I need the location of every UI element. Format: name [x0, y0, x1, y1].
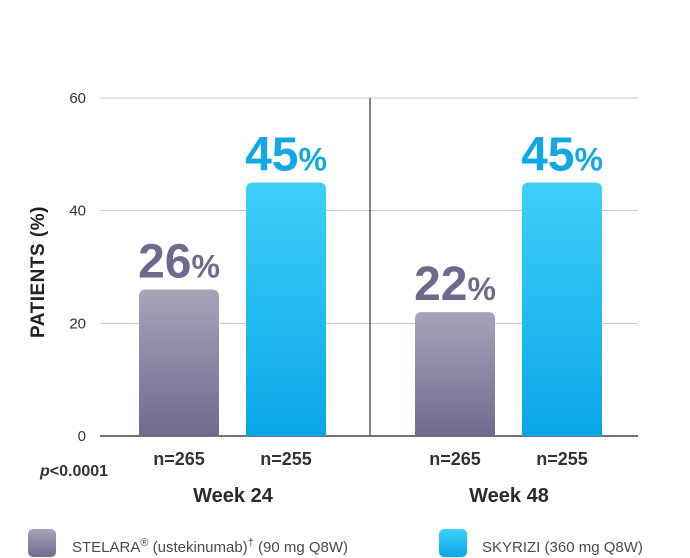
- data-label: 45%: [521, 129, 603, 182]
- n-label: n=255: [260, 449, 312, 469]
- data-label: 22%: [414, 258, 496, 311]
- n-labels: n=265 n=255 n=265 n=255: [153, 449, 588, 469]
- group-label: Week 24: [193, 485, 274, 507]
- data-label-percent: %: [467, 271, 495, 307]
- data-label: 45%: [245, 129, 327, 182]
- data-label: 26%: [138, 236, 220, 289]
- data-label-value: 22: [414, 258, 467, 311]
- y-axis-ticks: 0 20 40 60: [69, 90, 86, 445]
- data-label-value: 45: [245, 129, 298, 182]
- bar: [139, 289, 219, 436]
- y-tick-label: 60: [69, 90, 86, 107]
- group-label: Week 48: [469, 485, 549, 507]
- y-axis-label: PATIENTS (%): [28, 206, 49, 338]
- y-tick-label: 40: [69, 203, 86, 220]
- data-label-percent: %: [191, 249, 219, 285]
- legend-label-skyrizi: SKYRIZI (360 mg Q8W): [482, 539, 643, 556]
- n-label: n=265: [153, 449, 205, 469]
- data-label-value: 26: [138, 236, 191, 289]
- legend-label-stelara: STELARA® (ustekinumab)† (90 mg Q8W): [72, 537, 348, 556]
- n-label: n=255: [536, 449, 588, 469]
- p-value-p: p: [39, 463, 50, 480]
- legend: STELARA® (ustekinumab)† (90 mg Q8W) SKYR…: [28, 529, 643, 557]
- y-tick-label: 20: [69, 315, 86, 332]
- bar: [522, 182, 602, 436]
- bars: [139, 182, 602, 436]
- p-value-rest: <0.0001: [50, 463, 108, 480]
- data-label-percent: %: [574, 142, 602, 178]
- legend-swatch-stelara: [28, 529, 56, 557]
- data-labels: 26%45%22%45%: [138, 129, 603, 312]
- bar: [415, 312, 495, 436]
- y-tick-label: 0: [78, 428, 86, 445]
- data-label-value: 45: [521, 129, 574, 182]
- legend-swatch-skyrizi: [439, 529, 467, 557]
- p-value: p<0.0001: [39, 463, 108, 480]
- bar: [246, 182, 326, 436]
- group-labels: Week 24 Week 48: [193, 485, 549, 507]
- n-label: n=265: [429, 449, 481, 469]
- data-label-percent: %: [298, 142, 326, 178]
